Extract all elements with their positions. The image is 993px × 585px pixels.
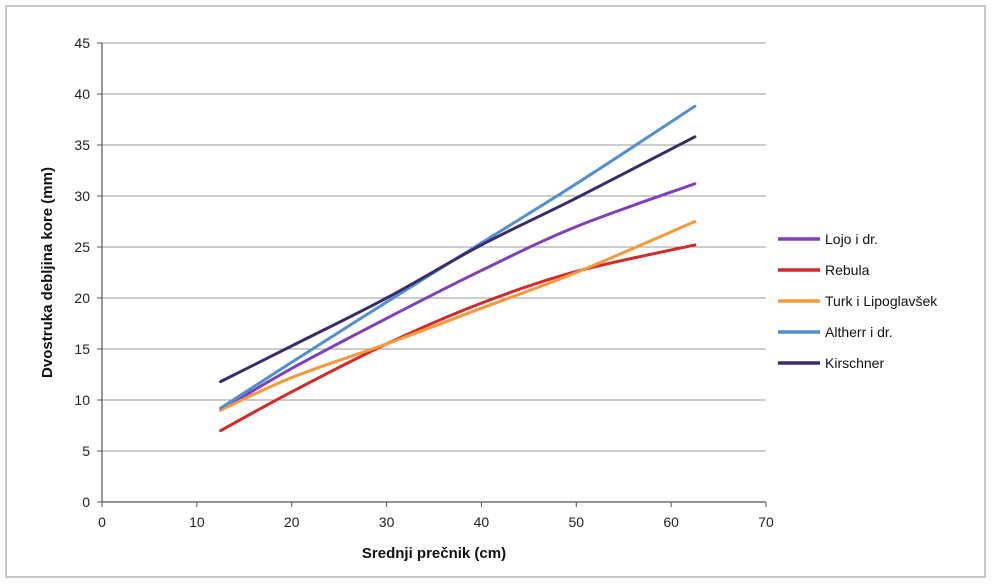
series-line-1 bbox=[219, 182, 697, 412]
series-line-5 bbox=[219, 135, 697, 384]
y-axis-title: Dvostruka debljina kore (mm) bbox=[39, 167, 56, 378]
y-tick-label: 30 bbox=[74, 188, 90, 204]
legend: Lojo i dr. Rebula Turk i Lipoglavšek Alther… bbox=[778, 231, 938, 371]
x-axis-title: Srednji prečnik (cm) bbox=[362, 545, 506, 562]
y-tick-label: 0 bbox=[82, 494, 90, 510]
gridlines bbox=[102, 42, 766, 452]
x-tick-label: 20 bbox=[284, 514, 300, 530]
x-tick-label: 0 bbox=[98, 514, 106, 530]
y-tick-label: 40 bbox=[74, 86, 90, 102]
x-tick-label: 30 bbox=[379, 514, 395, 530]
y-tick-label: 25 bbox=[74, 239, 90, 255]
x-tick-label: 70 bbox=[758, 514, 774, 530]
y-tick-label: 35 bbox=[74, 137, 90, 153]
x-tick-label: 50 bbox=[568, 514, 584, 530]
legend-label-5: Kirschner bbox=[825, 355, 884, 371]
x-tick-label: 40 bbox=[474, 514, 490, 530]
x-tick-label: 10 bbox=[189, 514, 205, 530]
y-tick-label: 10 bbox=[74, 392, 90, 408]
y-tick-label: 5 bbox=[82, 443, 90, 459]
series-line-2 bbox=[219, 243, 697, 433]
series-lines bbox=[219, 104, 697, 433]
y-tick-label: 15 bbox=[74, 341, 90, 357]
chart-frame bbox=[5, 5, 986, 578]
legend-label-1: Lojo i dr. bbox=[825, 231, 878, 247]
legend-label-3: Turk i Lipoglavšek bbox=[825, 293, 938, 309]
x-tick-label: 60 bbox=[663, 514, 679, 530]
y-tick-label: 45 bbox=[74, 35, 90, 51]
legend-label-2: Rebula bbox=[825, 262, 870, 278]
series-line-3 bbox=[219, 220, 697, 412]
y-tick-label: 20 bbox=[74, 290, 90, 306]
axes: 0 5 10 15 20 25 30 35 40 45 0 10 20 30 40 50 60 70 bbox=[74, 35, 774, 530]
legend-label-4: Altherr i dr. bbox=[825, 324, 893, 340]
